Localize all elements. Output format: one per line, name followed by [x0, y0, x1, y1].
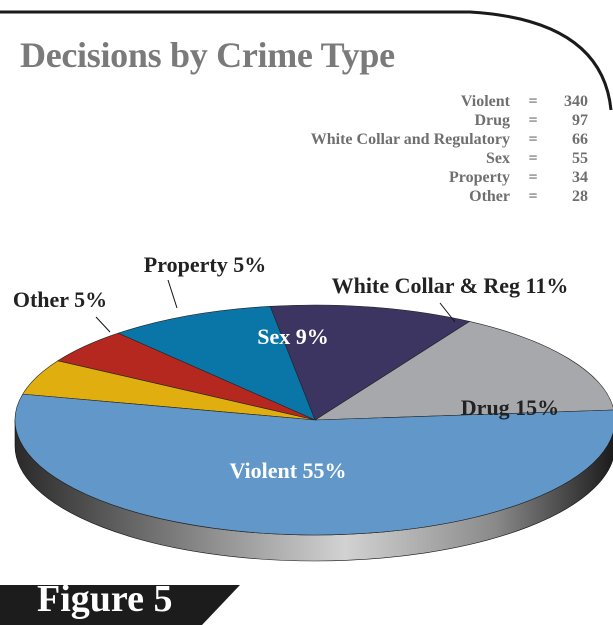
- frame-top-curve: [0, 10, 613, 111]
- count-equals: =: [528, 93, 538, 110]
- count-row: Sex = 55: [311, 149, 588, 168]
- chart-title: Decisions by Crime Type: [20, 35, 395, 75]
- count-row: Property = 34: [311, 168, 588, 187]
- leader-line: [167, 279, 178, 309]
- leader-line: [439, 302, 456, 323]
- count-value: 66: [572, 131, 588, 148]
- count-label: Property: [448, 169, 510, 186]
- slice-label: Other 5%: [13, 287, 107, 312]
- slice-label: White Collar & Reg 11%: [332, 273, 569, 298]
- leader-line: [95, 316, 111, 333]
- count-row: Other = 28: [311, 187, 588, 206]
- count-equals: =: [528, 131, 538, 148]
- count-label: Sex: [486, 150, 510, 167]
- count-label: Violent: [460, 93, 510, 110]
- count-value: 34: [572, 169, 588, 186]
- count-equals: =: [528, 188, 538, 205]
- figure-tab: [0, 585, 240, 625]
- pie-slice-5: [14, 393, 613, 536]
- count-equals: =: [528, 169, 538, 186]
- pie-slice-2: [117, 305, 316, 421]
- count-label: Drug: [474, 112, 510, 129]
- count-equals: =: [528, 150, 538, 167]
- count-row: Violent = 340: [311, 92, 588, 111]
- count-row: Drug = 97: [311, 111, 588, 130]
- count-value: 97: [572, 112, 588, 129]
- count-label: Other: [469, 188, 510, 205]
- count-value: 28: [572, 188, 588, 205]
- count-value: 340: [564, 93, 588, 110]
- count-value: 55: [572, 150, 588, 167]
- count-row: White Collar and Regulatory = 66: [311, 130, 588, 149]
- counts-table: Violent = 340 Drug = 97 White Collar and Regul…: [311, 92, 588, 206]
- pie-slice-1: [269, 304, 471, 421]
- slice-label: Drug 15%: [461, 395, 559, 420]
- count-label: White Collar and Regulatory: [310, 131, 510, 148]
- slice-label: Property 5%: [144, 252, 266, 277]
- slice-label: Violent 55%: [229, 458, 346, 483]
- figure-label: Figure 5: [37, 578, 173, 620]
- pie-slice-0: [313, 321, 613, 421]
- count-equals: =: [528, 112, 538, 129]
- slice-label: Sex 9%: [257, 324, 329, 349]
